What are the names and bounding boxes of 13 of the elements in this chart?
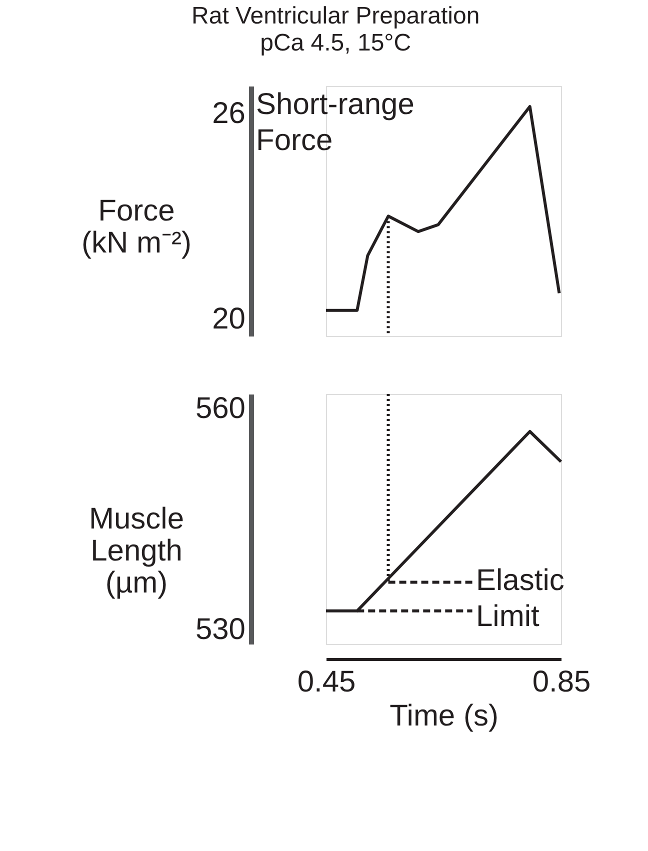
y-tick-label: 20 [212, 302, 246, 336]
y-tick-label: 560 [195, 392, 246, 426]
annotation: Short-range Force [256, 88, 414, 157]
y-axis-title: Force (kN m⁻²) [82, 194, 192, 260]
y-tick-label: 26 [212, 96, 246, 130]
chart-subtitle: pCa 4.5, 15°C [260, 30, 412, 56]
x-tick-label: 0.85 [532, 666, 591, 698]
annotation: Elastic Limit [476, 564, 564, 633]
x-tick-label: 0.45 [297, 666, 356, 698]
x-axis-title: Time (s) [390, 700, 498, 732]
y-axis-title: Muscle Length (µm) [88, 502, 184, 600]
y-tick-label: 530 [195, 612, 246, 646]
chart-title: Rat Ventricular Preparation [192, 2, 480, 30]
